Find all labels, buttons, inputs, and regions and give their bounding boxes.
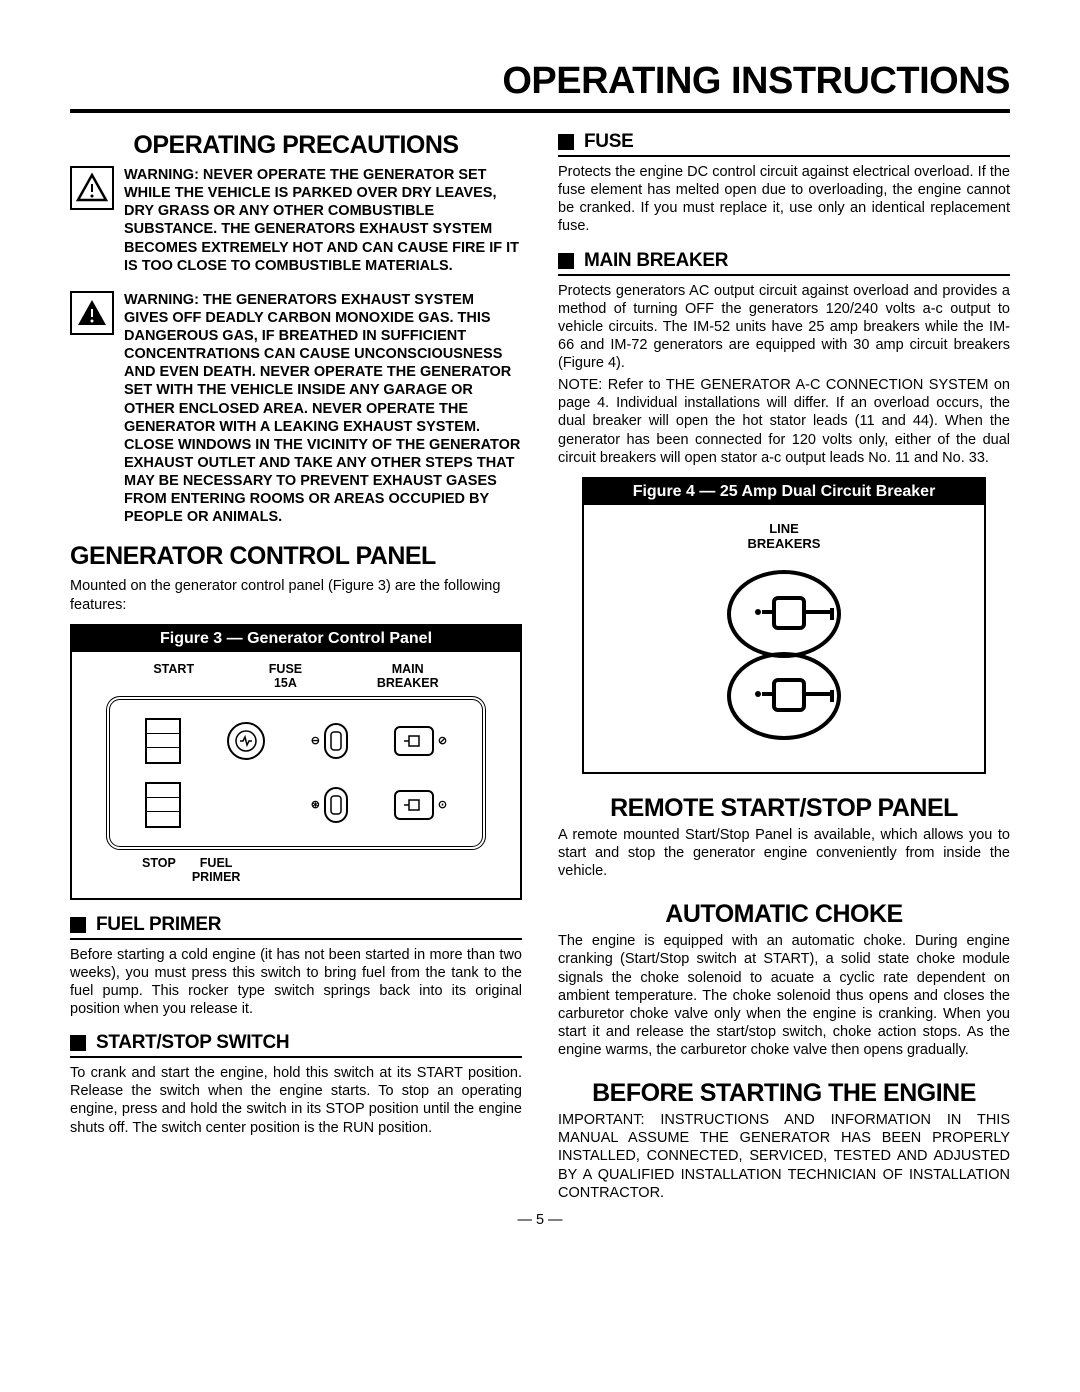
main-breaker-row: MAIN BREAKER [558,250,1010,276]
dual-breaker-illustration [598,558,970,758]
figure-4-caption: Figure 4 — 25 Amp Dual Circuit Breaker [584,479,984,505]
fuel-primer-body: Before starting a cold engine (it has no… [70,946,522,1019]
operating-precautions-heading: OPERATING PRECAUTIONS [70,131,522,160]
fuel-primer-switch-icon [145,782,181,828]
two-column-layout: OPERATING PRECAUTIONS WARNING: NEVER OPE… [70,131,1010,1202]
fuel-primer-heading: FUEL PRIMER [96,914,221,936]
start-stop-row: START/STOP SWITCH [70,1032,522,1058]
figure-3-panel: ⊖ ⊘ ⊛ ⊙ [106,696,486,850]
figure-3-caption: Figure 3 — Generator Control Panel [72,626,520,652]
warning-solid-icon [70,291,114,335]
warning-outline-icon [70,166,114,210]
fuel-primer-row: FUEL PRIMER [70,914,522,940]
right-column: FUSE Protects the engine DC control circ… [558,131,1010,1202]
remote-start-stop-body: A remote mounted Start/Stop Panel is ava… [558,826,1010,880]
fuse-body: Protects the engine DC control circuit a… [558,163,1010,236]
main-breaker-body1: Protects generators AC output circuit ag… [558,282,1010,373]
label-stop: STOP [142,856,176,884]
main-breaker-note: NOTE: Refer to THE GENERATOR A-C CONNECT… [558,376,1010,467]
warning-text-2: WARNING: THE GENERATORS EXHAUST SYSTEM G… [124,291,522,527]
breaker-1-icon [394,726,434,756]
figure-4-body: LINE BREAKERS [584,505,984,772]
generator-control-panel-intro: Mounted on the generator control panel (… [70,577,522,613]
breaker-sym-top-right: ⊘ [438,734,447,747]
start-stop-body: To crank and start the engine, hold this… [70,1064,522,1137]
warning-block-1: WARNING: NEVER OPERATE THE GENERATOR SET… [70,166,522,275]
breaker-sym-top-left: ⊖ [311,734,320,747]
breaker-sym-bot-left: ⊛ [311,798,320,811]
label-fuse: FUSE 15A [269,662,302,690]
figure-3-box: Figure 3 — Generator Control Panel START… [70,624,522,900]
fuse-holder-icon [227,722,265,760]
indicator-icon [324,787,348,823]
line-breakers-label: LINE BREAKERS [598,521,970,552]
left-column: OPERATING PRECAUTIONS WARNING: NEVER OPE… [70,131,522,1202]
automatic-choke-body: The engine is equipped with an automatic… [558,932,1010,1059]
automatic-choke-heading: AUTOMATIC CHOKE [558,900,1010,929]
figure-3-body: START FUSE 15A MAIN BREAKER ⊖ ⊘ ⊛ [72,652,520,898]
warning-block-2: WARNING: THE GENERATORS EXHAUST SYSTEM G… [70,291,522,527]
hour-meter-icon [324,723,348,759]
start-stop-heading: START/STOP SWITCH [96,1032,289,1054]
figure-4-box: Figure 4 — 25 Amp Dual Circuit Breaker L… [582,477,986,774]
panel-row-top: ⊖ ⊘ [126,718,466,764]
breaker-sym-bot-right: ⊙ [438,798,447,811]
main-breaker-heading: MAIN BREAKER [584,250,728,272]
figure-3-top-labels: START FUSE 15A MAIN BREAKER [86,662,506,690]
label-start: START [153,662,194,690]
panel-row-bottom: ⊛ ⊙ [126,782,466,828]
bullet-icon [558,253,574,269]
page-title: OPERATING INSTRUCTIONS [70,60,1010,113]
breaker-2-icon [394,790,434,820]
warning-text-1: WARNING: NEVER OPERATE THE GENERATOR SET… [124,166,522,275]
main-breaker-note-text: NOTE: Refer to THE GENERATOR A-C CONNECT… [558,377,1010,466]
fuse-heading: FUSE [584,131,633,153]
bullet-icon [558,134,574,150]
figure-3-bottom-labels: STOP FUEL PRIMER [86,856,506,884]
label-fuel-primer: FUEL PRIMER [192,856,241,884]
generator-control-panel-heading: GENERATOR CONTROL PANEL [70,542,522,571]
before-starting-heading: BEFORE STARTING THE ENGINE [558,1079,1010,1108]
remote-start-stop-heading: REMOTE START/STOP PANEL [558,794,1010,823]
fuse-row: FUSE [558,131,1010,157]
bullet-icon [70,1035,86,1051]
start-stop-switch-icon [145,718,181,764]
page-number: — 5 — [70,1212,1010,1228]
label-main-breaker: MAIN BREAKER [377,662,439,690]
bullet-icon [70,917,86,933]
before-starting-body: IMPORTANT: INSTRUCTIONS AND INFORMATION … [558,1111,1010,1202]
